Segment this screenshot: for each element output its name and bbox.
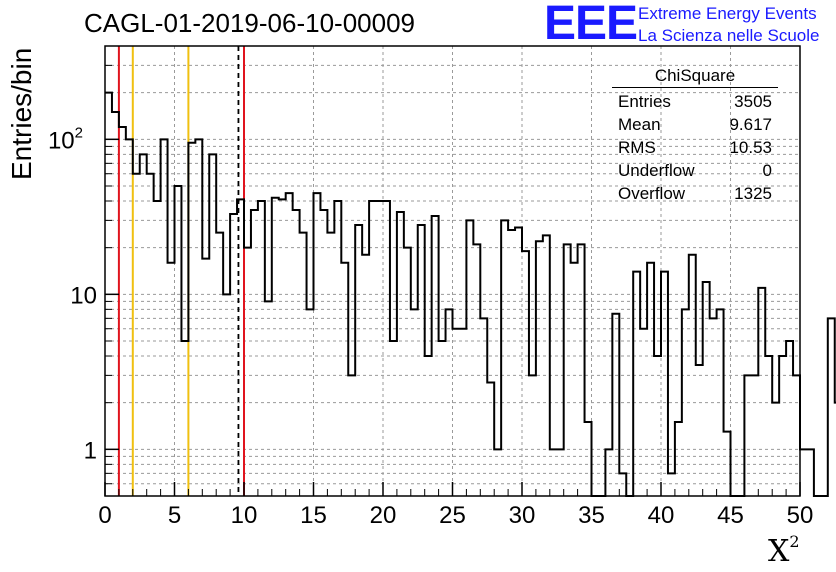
stats-row: RMS 10.53 — [612, 136, 778, 159]
stats-row: Mean 9.617 — [612, 113, 778, 136]
stats-title: ChiSquare — [612, 66, 778, 88]
stats-value: 9.617 — [729, 115, 772, 134]
x-tick-label: 25 — [439, 502, 466, 529]
stats-value: 1325 — [734, 184, 772, 203]
x-tick-label: 45 — [717, 502, 744, 529]
x-tick-label: 20 — [370, 502, 397, 529]
y-tick-label: 1 — [84, 437, 97, 464]
stats-label: Entries — [618, 92, 671, 111]
chart-title: CAGL-01-2019-06-10-00009 — [84, 8, 415, 38]
x-tick-label: 0 — [98, 502, 111, 529]
logo-line-2: La Scienza nelle Scuole — [638, 26, 820, 45]
stats-label: Overflow — [618, 184, 686, 203]
stats-value: 10.53 — [729, 138, 772, 157]
x-tick-label: 5 — [168, 502, 181, 529]
stats-label: Mean — [618, 115, 661, 134]
x-tick-label: 40 — [648, 502, 675, 529]
y-tick-label: 10 — [70, 282, 97, 309]
x-axis-label-text: X — [768, 534, 790, 569]
x-tick-label: 15 — [300, 502, 327, 529]
eee-logo: EEE — [544, 0, 638, 50]
stats-row: Entries 3505 — [612, 90, 778, 113]
logo-line-1: Extreme Energy Events — [638, 4, 817, 23]
y-tick-label: 102 — [48, 124, 83, 154]
x-tick-label: 30 — [509, 502, 536, 529]
x-axis-label-superscript: 2 — [789, 532, 800, 551]
x-tick-label: 50 — [787, 502, 814, 529]
stats-label: Underflow — [618, 161, 695, 180]
grid-lines — [105, 46, 800, 496]
stats-value: 0 — [762, 161, 772, 180]
x-tick-label: 10 — [231, 502, 258, 529]
logo-text: Extreme Energy Events La Scienza nelle S… — [638, 3, 819, 47]
stats-row: Overflow 1325 — [612, 182, 778, 205]
stats-row: Underflow 0 — [612, 159, 778, 182]
x-axis-label: X2 — [768, 532, 800, 569]
stats-label: RMS — [618, 138, 656, 157]
stats-value: 3505 — [734, 92, 772, 111]
axis-ticks: 0 5 10 15 20 25 30 35 40 45 50 1 10 102 — [48, 64, 814, 529]
y-axis-label: Entries/bin — [6, 47, 37, 180]
x-tick-label: 35 — [578, 502, 605, 529]
stats-box: ChiSquare Entries 3505 Mean 9.617 RMS 10.53… — [612, 66, 778, 205]
histogram-series-line — [105, 91, 836, 497]
